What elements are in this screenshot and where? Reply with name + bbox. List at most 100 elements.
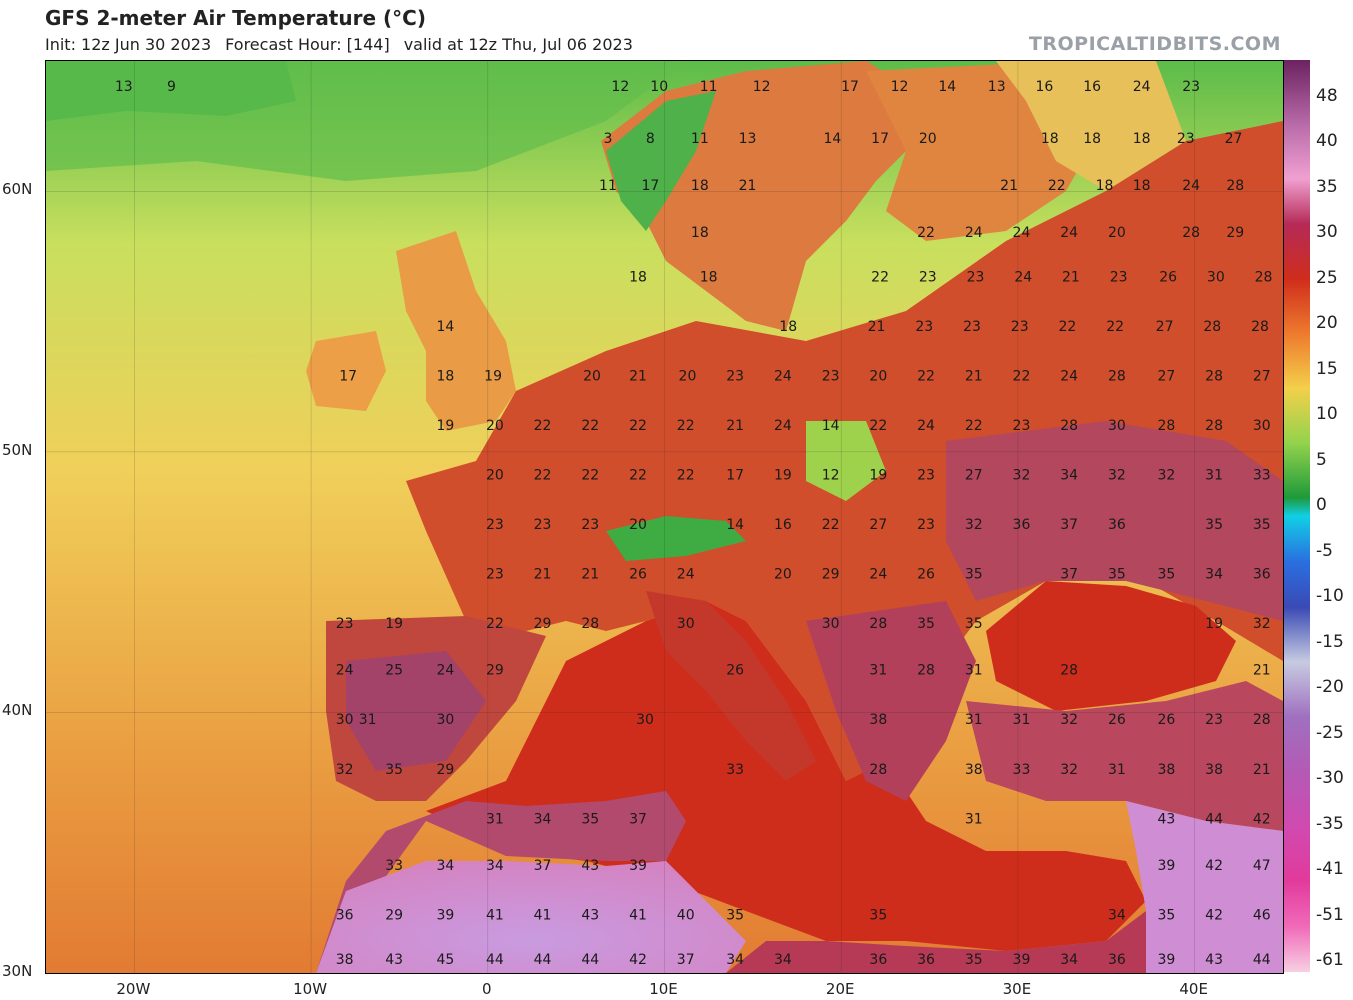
temperature-value: 19 xyxy=(436,418,454,434)
temperature-value: 32 xyxy=(1013,467,1031,483)
temperature-value: 18 xyxy=(779,319,797,335)
temperature-value: 35 xyxy=(1157,566,1175,582)
temperature-value: 26 xyxy=(1108,712,1126,728)
temperature-value: 18 xyxy=(691,178,709,194)
temperature-value: 36 xyxy=(917,952,935,968)
temperature-value: 35 xyxy=(965,616,983,632)
temperature-value: 14 xyxy=(822,418,840,434)
temperature-value: 19 xyxy=(484,368,502,384)
temperature-value: 13 xyxy=(988,79,1006,95)
colorbar-tick-label: -30 xyxy=(1316,768,1344,789)
temperature-value: 32 xyxy=(1060,712,1078,728)
temperature-value: 39 xyxy=(629,858,647,874)
temperature-value: 20 xyxy=(679,368,697,384)
temperature-value: 43 xyxy=(1205,952,1223,968)
temperature-value: 18 xyxy=(1041,131,1059,147)
latitude-tick-label: 40N xyxy=(2,701,33,720)
east-europe-hot xyxy=(946,421,1283,621)
temperature-value: 28 xyxy=(1205,368,1223,384)
longitude-tick-label: 30E xyxy=(1002,980,1032,998)
temperature-value: 18 xyxy=(629,269,647,285)
temperature-value: 22 xyxy=(629,467,647,483)
colorbar-tick-label: 35 xyxy=(1316,176,1338,197)
temperature-value: 21 xyxy=(1000,178,1018,194)
north-africa xyxy=(316,791,686,973)
temperature-value: 42 xyxy=(1205,858,1223,874)
colorbar-tick-label: -35 xyxy=(1316,813,1344,834)
temperature-value: 3 xyxy=(603,131,612,147)
temperature-value: 22 xyxy=(869,418,887,434)
middle-east-desert xyxy=(1126,801,1283,973)
temperature-value: 42 xyxy=(629,952,647,968)
init-time: Init: 12z Jun 30 2023 xyxy=(45,35,212,54)
temperature-value: 21 xyxy=(965,368,983,384)
temperature-value: 34 xyxy=(1108,908,1126,924)
temperature-value: 22 xyxy=(1048,178,1066,194)
temperature-value: 28 xyxy=(1253,712,1271,728)
temperature-value: 22 xyxy=(677,467,695,483)
colorbar-tick-label: -51 xyxy=(1316,904,1344,925)
temperature-value: 29 xyxy=(1226,225,1244,241)
map-canvas: 13 9 12 10 11 12 17 12 14 13 16 16 24 233 8 11 13 14 17 20 1… xyxy=(46,61,1283,973)
temperature-value: 40 xyxy=(677,908,695,924)
temperature-value: 31 xyxy=(965,663,983,679)
temperature-value: 20 xyxy=(629,517,647,533)
colorbar-tick-label: 25 xyxy=(1316,267,1338,288)
temperature-value: 27 xyxy=(1225,131,1243,147)
temperature-value: 36 xyxy=(1108,517,1126,533)
temperature-value: 43 xyxy=(581,908,599,924)
temperature-value: 24 xyxy=(774,368,792,384)
temperature-value: 28 xyxy=(1060,418,1078,434)
temperature-value: 18 xyxy=(1083,131,1101,147)
temperature-value: 16 xyxy=(1036,79,1054,95)
temperature-value: 23 xyxy=(1177,131,1195,147)
temperature-value: 21 xyxy=(1253,762,1271,778)
temperature-value: 32 xyxy=(965,517,983,533)
temperature-value: 35 xyxy=(581,811,599,827)
temperature-value: 46 xyxy=(1253,908,1271,924)
longitude-tick-label: 40E xyxy=(1179,980,1208,998)
temperature-value: 12 xyxy=(891,79,909,95)
temperature-value: 20 xyxy=(919,131,937,147)
temperature-value: 12 xyxy=(822,467,840,483)
temperature-value: 22 xyxy=(1013,368,1031,384)
temperature-value: 28 xyxy=(1108,368,1126,384)
temperature-value: 31 xyxy=(965,811,983,827)
colorbar-tick-label: -61 xyxy=(1316,950,1344,970)
temperature-value: 44 xyxy=(1253,952,1271,968)
temperature-map: 13 9 12 10 11 12 17 12 14 13 16 16 24 23 3 8 11 13 14 17 20 1… xyxy=(45,60,1284,974)
temperature-value: 38 xyxy=(1157,762,1175,778)
temperature-value: 27 xyxy=(1156,319,1174,335)
temperature-value: 24 xyxy=(1182,178,1200,194)
temperature-value: 23 xyxy=(581,517,599,533)
temperature-value: 25 xyxy=(385,663,403,679)
temperature-value: 38 xyxy=(1205,762,1223,778)
temperature-value: 24 xyxy=(965,225,983,241)
longitude-tick-label: 20E xyxy=(825,980,855,998)
temperature-value: 30 xyxy=(677,616,695,632)
temperature-value: 12 xyxy=(753,79,771,95)
temperature-value: 23 xyxy=(915,319,933,335)
colorbar-gradient xyxy=(1284,60,1310,972)
colorbar-tick-label: 20 xyxy=(1316,313,1338,334)
temperature-value: 23 xyxy=(919,269,937,285)
temperature-value: 33 xyxy=(726,762,744,778)
temperature-value: 28 xyxy=(1205,418,1223,434)
great-britain xyxy=(396,231,516,431)
temperature-value: 35 xyxy=(1253,517,1271,533)
temperature-value: 24 xyxy=(1014,269,1032,285)
alps-green xyxy=(606,516,746,561)
temperature-value: 20 xyxy=(774,566,792,582)
temperature-value: 43 xyxy=(1157,811,1175,827)
colorbar-tick-label: 30 xyxy=(1316,222,1338,243)
temperature-value: 23 xyxy=(1013,418,1031,434)
temperature-value: 28 xyxy=(1203,319,1221,335)
colorbar-tick-label: 40 xyxy=(1316,131,1338,152)
colorbar-tick-label: -41 xyxy=(1316,859,1344,880)
temperature-value: 28 xyxy=(1226,178,1244,194)
balkans-greece xyxy=(806,601,976,801)
temperature-value: 18 xyxy=(700,269,718,285)
temperature-value: 24 xyxy=(1060,368,1078,384)
temperature-value: 29 xyxy=(385,908,403,924)
temperature-value: 22 xyxy=(1106,319,1124,335)
